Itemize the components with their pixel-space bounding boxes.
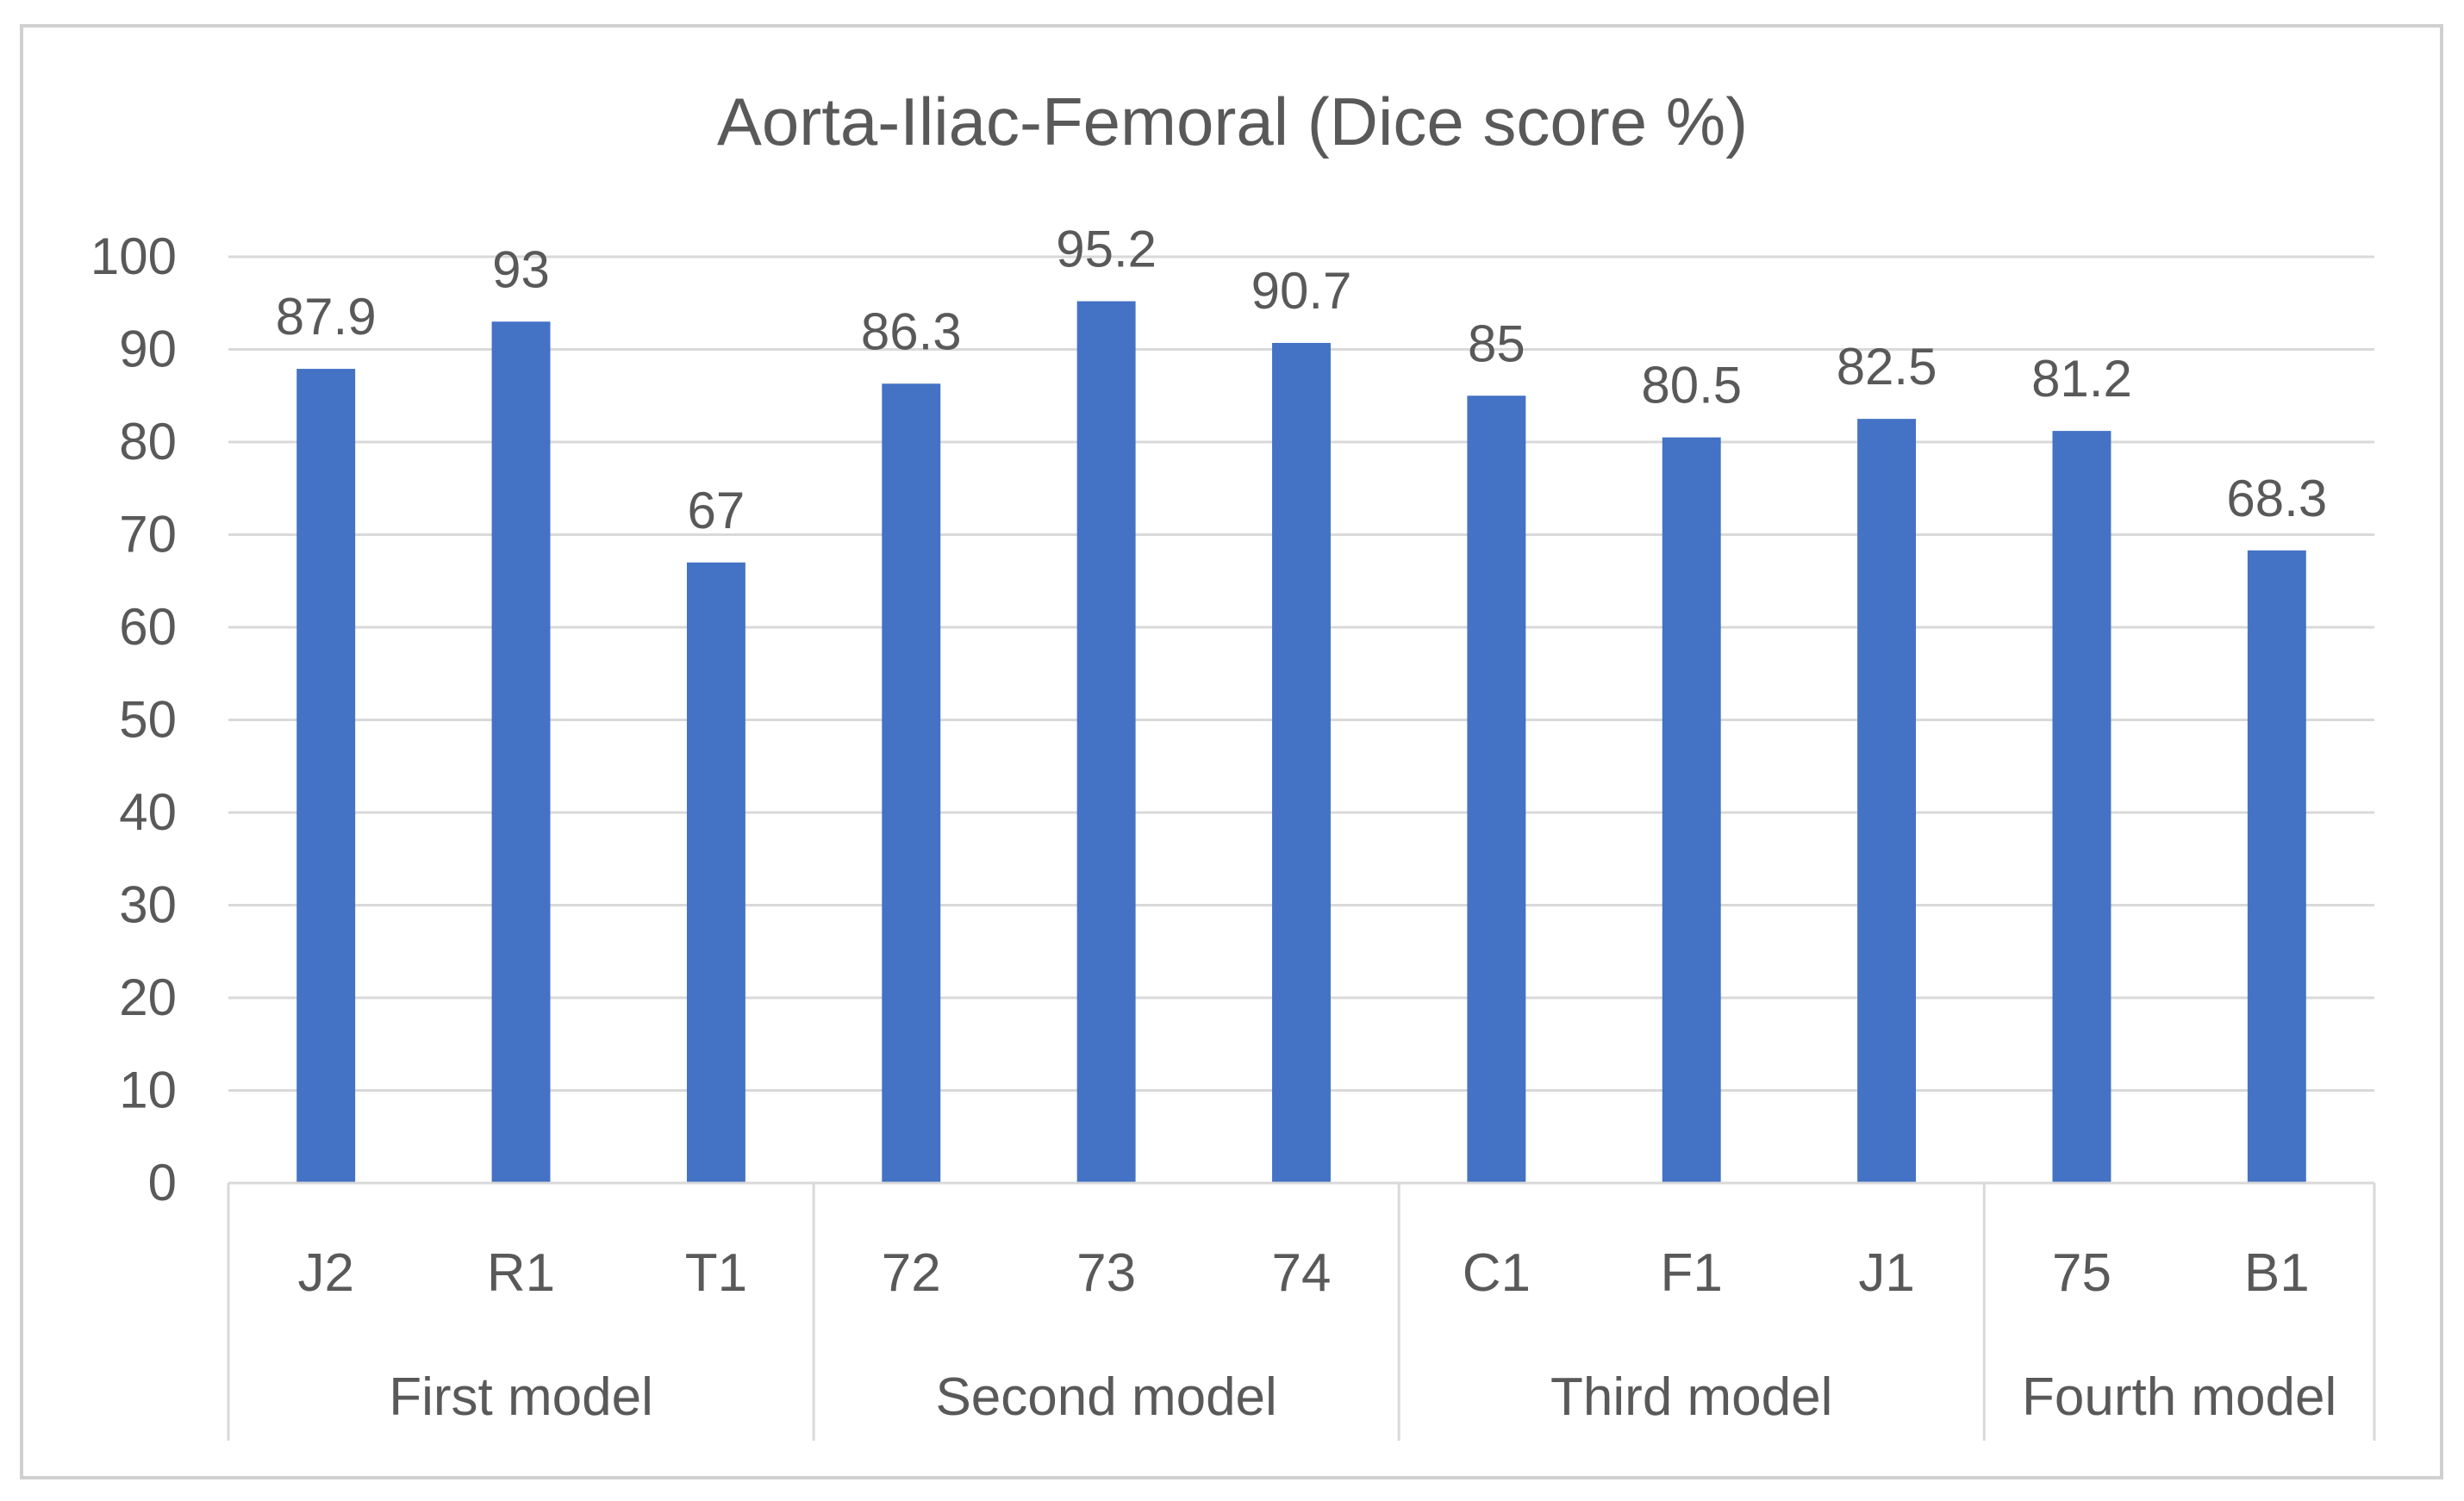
chart-title: Aorta-Iliac-Femoral (Dice score %) [717, 84, 1748, 159]
x-tick-label: T1 [685, 1243, 747, 1303]
bar [491, 321, 551, 1183]
data-label: 90.7 [1251, 262, 1352, 320]
data-label: 68.3 [2226, 470, 2327, 527]
y-tick-label: 0 [148, 1154, 177, 1211]
x-tick-label: F1 [1661, 1243, 1723, 1303]
data-label: 87.9 [276, 288, 377, 346]
y-tick-label: 20 [119, 968, 177, 1026]
data-label: 86.3 [861, 302, 962, 360]
y-tick-label: 30 [119, 876, 177, 934]
bar [686, 562, 745, 1183]
y-tick-label: 40 [119, 783, 177, 841]
x-tick-label: R1 [487, 1243, 555, 1303]
x-tick-label: 73 [1076, 1243, 1136, 1303]
group-label: Third model [1550, 1367, 1832, 1427]
y-tick-label: 80 [119, 413, 177, 470]
group-label: Fourth model [2022, 1367, 2336, 1427]
bar [882, 383, 941, 1183]
y-tick-label: 90 [119, 321, 177, 378]
y-tick-label: 60 [119, 598, 177, 656]
data-label: 82.5 [1837, 338, 1937, 395]
group-label: First model [389, 1367, 653, 1427]
data-label: 95.2 [1056, 221, 1157, 278]
x-axis: J2 R1 T1 72 73 74 C1 F1 J1 75 B1 First model Second … [227, 1181, 2376, 1441]
bar [2052, 431, 2112, 1184]
bar [296, 369, 356, 1183]
data-label: 93 [492, 240, 550, 298]
data-label: 67 [688, 482, 745, 539]
bar [2247, 550, 2306, 1183]
y-tick-label: 50 [119, 691, 177, 749]
group-label: Second model [935, 1367, 1276, 1427]
data-labels: 87.9 93 67 86.3 95.2 90.7 85 80.5 82.5 81.2 68.3 [276, 221, 2327, 539]
bar [1662, 437, 1721, 1183]
bar [1857, 419, 1917, 1183]
bar [1272, 342, 1331, 1184]
data-label: 80.5 [1641, 357, 1742, 414]
bar [1076, 301, 1136, 1184]
y-tick-label: 100 [90, 227, 177, 285]
data-label: 81.2 [2031, 350, 2132, 408]
bar [1467, 395, 1526, 1183]
x-tick-label: 74 [1272, 1243, 1332, 1303]
y-axis-ticks: 0 10 20 30 40 50 60 70 80 90 100 [90, 227, 177, 1211]
y-tick-label: 10 [119, 1062, 177, 1119]
x-tick-label: B1 [2244, 1243, 2310, 1303]
x-tick-label: C1 [1463, 1243, 1531, 1303]
x-tick-label: 75 [2052, 1243, 2112, 1303]
x-tick-label: 72 [882, 1243, 941, 1303]
y-tick-label: 70 [119, 506, 177, 564]
bars [296, 301, 2306, 1184]
data-label: 85 [1468, 315, 1525, 372]
x-tick-label: J1 [1858, 1243, 1914, 1303]
chart-frame [20, 24, 2443, 1479]
x-tick-label: J2 [297, 1243, 353, 1303]
